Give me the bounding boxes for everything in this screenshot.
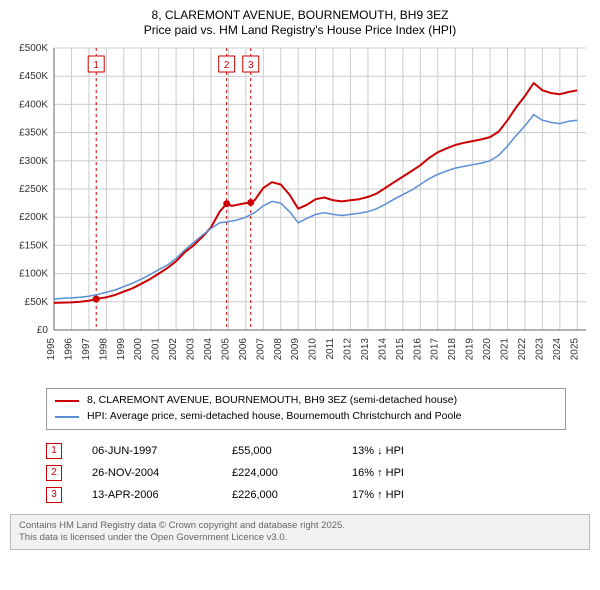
- sale-row: 1 06-JUN-1997 £55,000 13% ↓ HPI: [46, 440, 566, 462]
- sale-date: 06-JUN-1997: [92, 445, 202, 457]
- y-tick-label: £250K: [19, 184, 48, 195]
- x-tick-label: 2012: [343, 338, 354, 361]
- legend-label: 8, CLAREMONT AVENUE, BOURNEMOUTH, BH9 3E…: [87, 393, 457, 409]
- y-tick-label: £50K: [25, 297, 49, 308]
- attribution-line1: Contains HM Land Registry data © Crown c…: [19, 520, 581, 532]
- y-tick-label: £500K: [19, 43, 48, 54]
- x-tick-label: 2013: [360, 338, 371, 361]
- x-tick-label: 2021: [500, 338, 511, 361]
- x-tick-label: 2018: [447, 338, 458, 361]
- legend-label: HPI: Average price, semi-detached house,…: [87, 409, 462, 425]
- sale-row: 3 13-APR-2006 £226,000 17% ↑ HPI: [46, 484, 566, 506]
- x-tick-label: 2008: [273, 338, 284, 361]
- x-tick-label: 1997: [81, 338, 92, 361]
- legend-swatch: [55, 416, 79, 418]
- x-tick-label: 2002: [168, 338, 179, 361]
- chart-container: 8, CLAREMONT AVENUE, BOURNEMOUTH, BH9 3E…: [0, 0, 600, 590]
- sale-date: 26-NOV-2004: [92, 467, 202, 479]
- legend-row: 8, CLAREMONT AVENUE, BOURNEMOUTH, BH9 3E…: [55, 393, 557, 409]
- y-tick-label: £450K: [19, 71, 48, 82]
- attribution-line2: This data is licensed under the Open Gov…: [19, 532, 581, 544]
- y-tick-label: £150K: [19, 240, 48, 251]
- x-tick-label: 2003: [186, 338, 197, 361]
- x-tick-label: 2011: [325, 338, 336, 360]
- sale-date: 13-APR-2006: [92, 489, 202, 501]
- sale-price: £226,000: [232, 489, 322, 501]
- sale-number-box: 1: [46, 443, 62, 459]
- line-chart-svg: £0 £50K £100K £150K £200K £250K £300K £350K £400…: [10, 42, 590, 382]
- y-tick-label: £400K: [19, 99, 48, 110]
- legend-row: HPI: Average price, semi-detached house,…: [55, 409, 557, 425]
- y-tick-label: £200K: [19, 212, 48, 223]
- sale-marker-number: 1: [93, 60, 99, 71]
- sale-delta: 13% ↓ HPI: [352, 445, 462, 457]
- chart-plot-area: £0 £50K £100K £150K £200K £250K £300K £350K £400…: [10, 42, 590, 382]
- chart-title: 8, CLAREMONT AVENUE, BOURNEMOUTH, BH9 3E…: [10, 8, 590, 38]
- x-tick-label: 2025: [569, 338, 580, 361]
- sale-number-box: 3: [46, 487, 62, 503]
- y-tick-label: £350K: [19, 128, 48, 139]
- sale-delta: 16% ↑ HPI: [352, 467, 462, 479]
- sale-delta: 17% ↑ HPI: [352, 489, 462, 501]
- x-tick-label: 2024: [552, 338, 563, 361]
- x-tick-label: 1996: [63, 338, 74, 361]
- x-tick-label: 2020: [482, 338, 493, 361]
- x-tick-label: 2004: [203, 338, 214, 361]
- x-tick-label: 2022: [517, 338, 528, 361]
- sale-price: £55,000: [232, 445, 322, 457]
- y-tick-label: £100K: [19, 269, 48, 280]
- x-tick-label: 2015: [395, 338, 406, 361]
- sale-marker-dot: [93, 295, 100, 302]
- x-tick-label: 2019: [465, 338, 476, 361]
- legend: 8, CLAREMONT AVENUE, BOURNEMOUTH, BH9 3E…: [46, 388, 566, 430]
- x-tick-label: 1998: [98, 338, 109, 361]
- x-tick-label: 2007: [255, 338, 266, 361]
- attribution-box: Contains HM Land Registry data © Crown c…: [10, 514, 590, 551]
- y-tick-label: £300K: [19, 156, 48, 167]
- sale-number-box: 2: [46, 465, 62, 481]
- x-tick-label: 2016: [412, 338, 423, 361]
- x-tick-label: 1995: [46, 338, 57, 361]
- sale-marker-number: 3: [248, 60, 254, 71]
- x-tick-label: 2001: [151, 338, 162, 361]
- x-tick-label: 1999: [116, 338, 127, 361]
- sale-marker-dot: [223, 200, 230, 207]
- x-tick-label: 2000: [133, 338, 144, 361]
- x-tick-label: 2014: [377, 338, 388, 361]
- sale-price: £224,000: [232, 467, 322, 479]
- sale-marker-dot: [247, 199, 254, 206]
- x-tick-label: 2009: [290, 338, 301, 361]
- x-tick-label: 2017: [430, 338, 441, 361]
- x-tick-label: 2023: [534, 338, 545, 361]
- x-tick-label: 2005: [220, 338, 231, 361]
- sale-row: 2 26-NOV-2004 £224,000 16% ↑ HPI: [46, 462, 566, 484]
- y-tick-label: £0: [37, 325, 49, 336]
- x-tick-label: 2010: [308, 338, 319, 361]
- title-address: 8, CLAREMONT AVENUE, BOURNEMOUTH, BH9 3E…: [10, 8, 590, 23]
- legend-swatch: [55, 400, 79, 402]
- title-subtitle: Price paid vs. HM Land Registry's House …: [10, 23, 590, 38]
- sales-table: 1 06-JUN-1997 £55,000 13% ↓ HPI 2 26-NOV-2004…: [46, 440, 566, 506]
- x-tick-label: 2006: [238, 338, 249, 361]
- sale-marker-number: 2: [224, 60, 230, 71]
